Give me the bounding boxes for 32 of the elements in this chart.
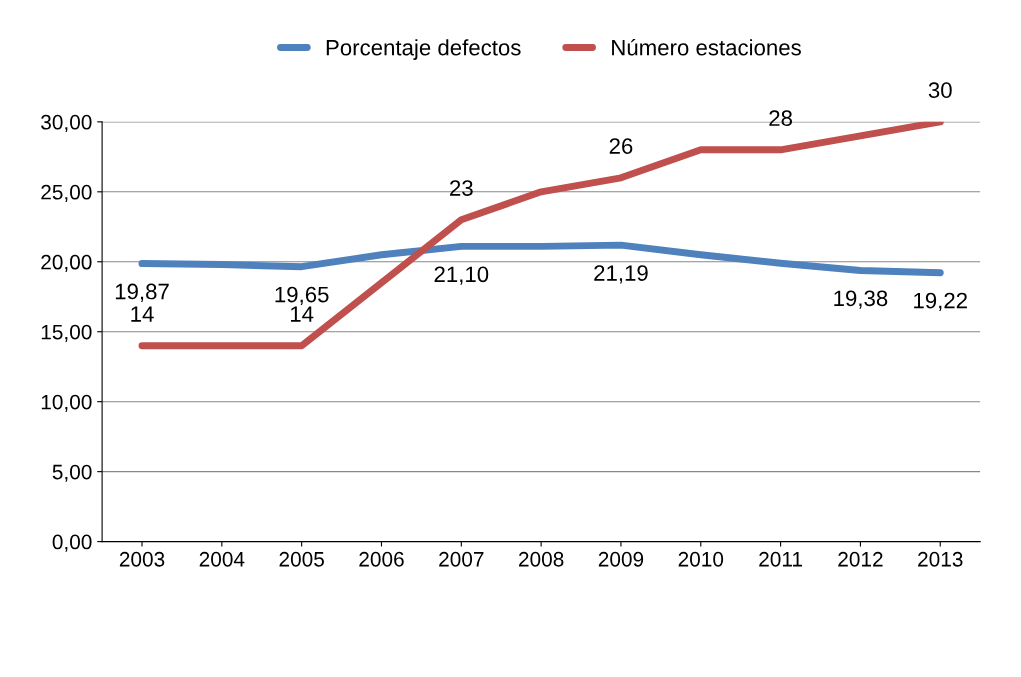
x-tick-label: 2007 xyxy=(439,551,484,567)
data-label: 19,65 xyxy=(275,286,329,306)
x-tick-label: 2013 xyxy=(918,551,963,567)
data-label: 28 xyxy=(769,110,792,127)
y-tick-label: 20,00 xyxy=(41,254,92,272)
y-tick-label: 0,00 xyxy=(52,534,92,552)
data-label: 19,38 xyxy=(834,290,888,309)
x-tick-label: 2006 xyxy=(359,551,404,567)
x-tick-label: 2010 xyxy=(678,551,724,567)
x-tick-label: 2008 xyxy=(519,551,564,567)
data-label: 30 xyxy=(928,82,952,99)
y-tick-label: 10,00 xyxy=(41,394,92,412)
x-tick-label: 2011 xyxy=(759,551,802,567)
data-label: 19,22 xyxy=(914,292,967,312)
x-tick-label: 2005 xyxy=(279,551,324,567)
data-label: 23 xyxy=(450,180,473,196)
y-tick-label: 15,00 xyxy=(41,324,92,342)
data-label: 14 xyxy=(131,306,154,322)
data-label: 14 xyxy=(291,306,314,322)
y-tick-label: 5,00 xyxy=(52,464,92,482)
data-label: 26 xyxy=(609,138,633,154)
y-tick-label: 25,00 xyxy=(41,184,92,203)
y-tick-label: 30,00 xyxy=(41,114,92,133)
data-label: 19,87 xyxy=(115,283,169,302)
legend-label: Número estaciones xyxy=(612,38,801,56)
x-tick-label: 2012 xyxy=(838,551,883,567)
x-tick-label: 2009 xyxy=(598,551,644,567)
x-tick-label: 2003 xyxy=(119,551,165,567)
data-label: 21,19 xyxy=(594,265,648,284)
data-label: 21,10 xyxy=(434,266,489,285)
legend-label: Porcentaje defectos xyxy=(326,39,521,60)
x-tick-label: 2004 xyxy=(199,551,245,567)
